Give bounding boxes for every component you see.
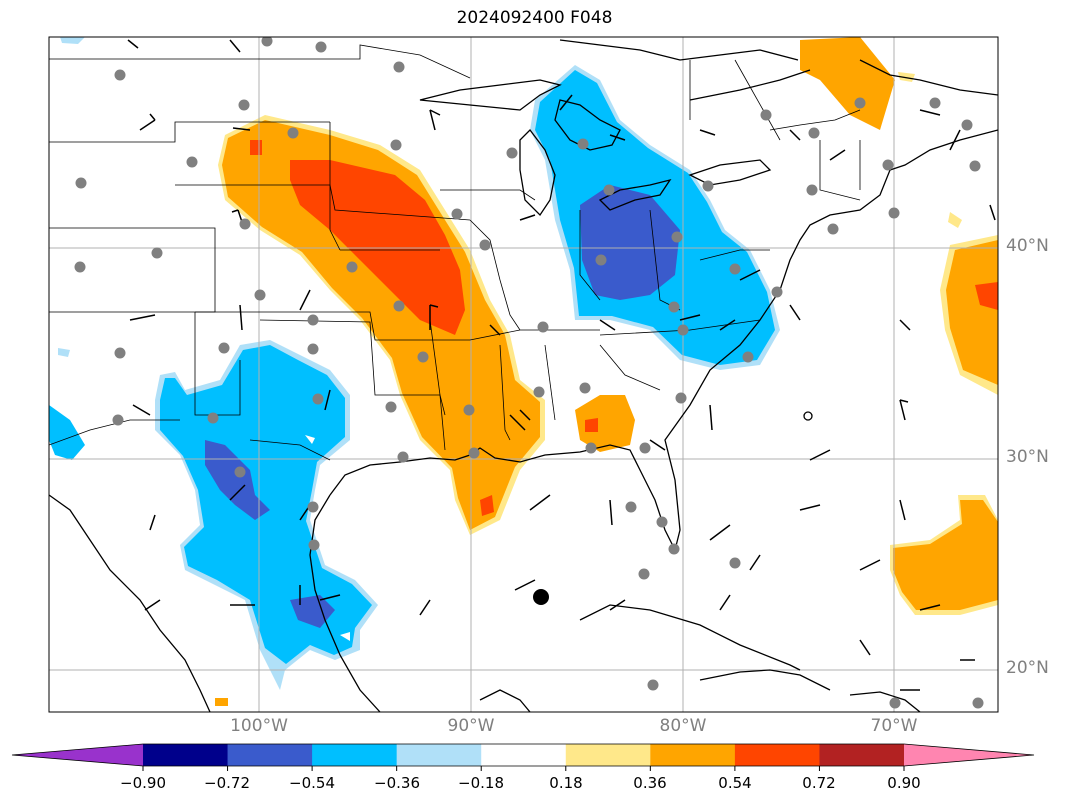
colorbar-tick-label: −0.18 <box>458 774 504 792</box>
colorbar-extend-low <box>12 744 143 766</box>
colorbar <box>11 743 1035 771</box>
colorbar-bin <box>734 744 820 766</box>
graticule <box>49 37 998 712</box>
colorbar-tick-label: −0.36 <box>374 774 420 792</box>
colorbar-tick-label: 0.54 <box>718 774 752 792</box>
storm-center-marker <box>533 589 549 605</box>
colorbar-tick-label: 0.18 <box>549 774 583 792</box>
lat-label-40n: 40°N <box>1006 236 1049 256</box>
negative-anomaly-texas <box>49 37 378 690</box>
colorbar-bin <box>565 744 651 766</box>
colorbar-tick-label: −0.72 <box>204 774 250 792</box>
station-markers <box>74 37 984 709</box>
colorbar-bin <box>227 744 313 766</box>
colorbar-bin <box>650 744 736 766</box>
colorbar-tick-label: 0.90 <box>887 774 921 792</box>
negative-anomaly-great-lakes <box>530 65 780 370</box>
lon-label-100w: 100°W <box>230 716 288 736</box>
colorbar-bin <box>312 744 398 766</box>
positive-anomaly-atlantic <box>215 37 998 706</box>
lon-label-70w: 70°W <box>870 716 918 736</box>
positive-anomaly-southeast <box>575 395 635 452</box>
colorbar-bin <box>396 744 482 766</box>
map-frame <box>48 36 999 713</box>
wind-barbs <box>127 39 996 691</box>
colorbar-bin <box>819 744 905 766</box>
colorbar-bin <box>481 744 567 766</box>
colorbar-extend-high <box>904 744 1034 766</box>
map-background <box>49 37 998 712</box>
lat-label-20n: 20°N <box>1006 658 1049 678</box>
lon-label-80w: 80°W <box>659 716 707 736</box>
colorbar-tick-label: −0.54 <box>289 774 335 792</box>
map-title: 2024092400 F048 <box>456 8 613 28</box>
lat-label-30n: 30°N <box>1006 447 1049 467</box>
colorbar-bin <box>143 744 229 766</box>
colorbar-tick-label: −0.90 <box>120 774 166 792</box>
lon-label-90w: 90°W <box>447 716 495 736</box>
political-borders <box>49 44 861 461</box>
colorbar-tick-label: 0.36 <box>633 774 667 792</box>
colorbar-tick-label: 0.72 <box>802 774 836 792</box>
